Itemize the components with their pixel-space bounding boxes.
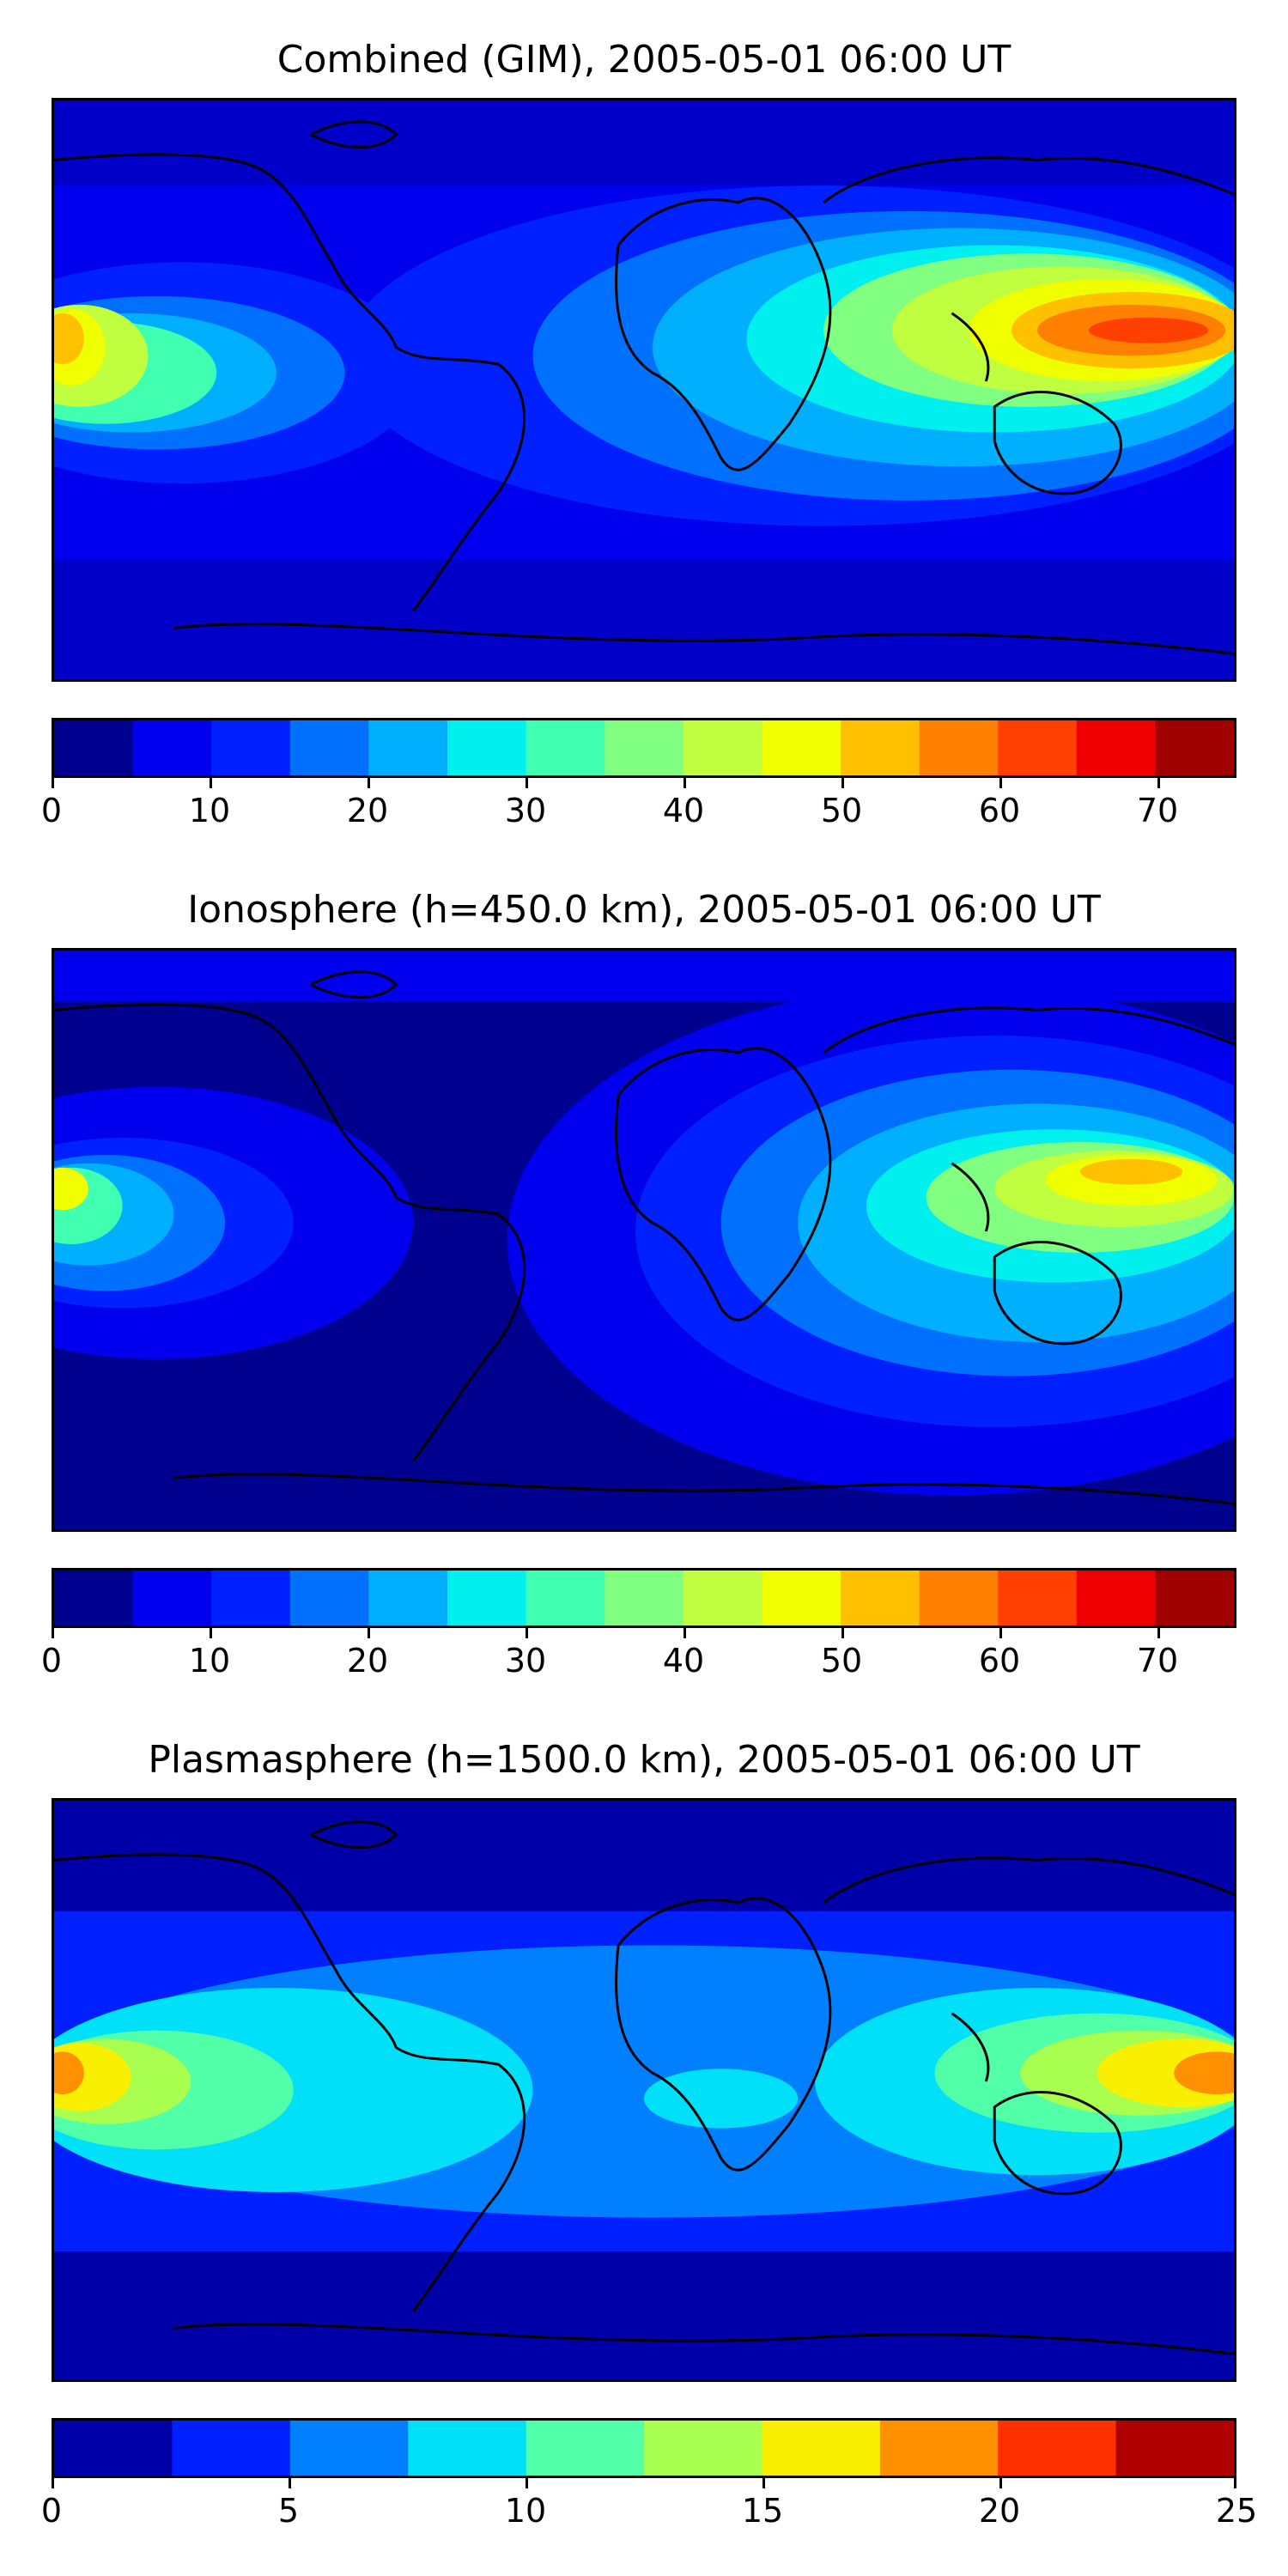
colorbar-tick-mark xyxy=(52,1628,54,1638)
colorbar-tick-mark xyxy=(999,2478,1002,2488)
colorbar-tick-label: 60 xyxy=(978,792,1021,829)
colorbar-swatch xyxy=(289,2421,409,2476)
colorbar-swatch xyxy=(998,2421,1117,2476)
panel-2-colorbar-ticks: 0 10 20 30 40 50 60 70 xyxy=(41,1628,1236,1680)
colorbar-swatch xyxy=(526,720,605,775)
colorbar-swatch xyxy=(132,1571,212,1625)
colorbar-tick-label: 10 xyxy=(188,792,231,829)
colorbar-swatch xyxy=(54,720,134,775)
colorbar-tick-mark xyxy=(368,778,370,788)
colorbar-tick-label: 20 xyxy=(978,2492,1021,2530)
colorbar-swatch xyxy=(683,1571,763,1625)
colorbar-tick-label: 20 xyxy=(346,792,389,829)
colorbar-tick-mark xyxy=(999,778,1002,788)
colorbar-swatch xyxy=(211,720,291,775)
colorbar-tick-mark xyxy=(683,778,686,788)
colorbar-swatch xyxy=(919,1571,999,1625)
colorbar-swatch xyxy=(1076,720,1157,775)
colorbar-swatch xyxy=(683,720,763,775)
colorbar-swatch xyxy=(1155,720,1234,775)
colorbar-tick-mark xyxy=(683,1628,686,1638)
colorbar-tick-mark xyxy=(52,2478,54,2488)
panel-3-colorbar xyxy=(52,2418,1236,2478)
colorbar-tick-mark xyxy=(1234,2478,1236,2488)
colorbar-tick-label: 20 xyxy=(346,1642,389,1680)
colorbar-swatch xyxy=(447,1571,527,1625)
colorbar-swatch xyxy=(841,1571,920,1625)
colorbar-swatch xyxy=(1115,2421,1234,2476)
colorbar-tick-mark xyxy=(762,2478,765,2488)
colorbar-swatch xyxy=(132,720,212,775)
panel-1-colorbar-ticks: 0 10 20 30 40 50 60 70 xyxy=(41,778,1236,829)
colorbar-tick-label: 60 xyxy=(978,1642,1021,1680)
colorbar-tick-mark xyxy=(999,1628,1002,1638)
colorbar-tick-mark xyxy=(210,778,212,788)
colorbar-swatch xyxy=(289,720,370,775)
colorbar-swatch xyxy=(54,2421,173,2476)
colorbar-tick-label: 10 xyxy=(504,2492,547,2530)
colorbar-swatch xyxy=(919,720,999,775)
colorbar-swatch xyxy=(368,720,448,775)
colorbar-swatch xyxy=(526,1571,605,1625)
colorbar-swatch xyxy=(289,1571,370,1625)
colorbar-swatch xyxy=(1076,1571,1157,1625)
colorbar-tick-label: 50 xyxy=(820,792,863,829)
colorbar-tick-mark xyxy=(841,1628,844,1638)
colorbar-tick-mark xyxy=(841,778,844,788)
colorbar-tick-mark xyxy=(368,1628,370,1638)
colorbar-tick-label: 30 xyxy=(504,792,547,829)
colorbar-swatch xyxy=(841,720,920,775)
colorbar-tick-label: 25 xyxy=(1215,2492,1258,2530)
colorbar-swatch xyxy=(368,1571,448,1625)
colorbar-swatch xyxy=(998,720,1078,775)
panel-1-colorbar-swatches xyxy=(54,720,1234,775)
colorbar-swatch xyxy=(211,1571,291,1625)
panel-2-colorbar xyxy=(52,1568,1236,1628)
colorbar-swatch xyxy=(172,2421,291,2476)
colorbar-swatch xyxy=(447,720,527,775)
colorbar-tick-mark xyxy=(526,1628,528,1638)
colorbar-swatch xyxy=(762,1571,841,1625)
panel-2-map xyxy=(52,948,1236,1532)
colorbar-tick-label: 0 xyxy=(40,1642,63,1680)
colorbar-tick-label: 50 xyxy=(820,1642,863,1680)
colorbar-tick-label: 5 xyxy=(277,2492,300,2530)
colorbar-swatch xyxy=(408,2421,527,2476)
colorbar-tick-label: 30 xyxy=(504,1642,547,1680)
colorbar-swatch xyxy=(644,2421,763,2476)
colorbar-swatch xyxy=(605,1571,684,1625)
panel-3-map xyxy=(52,1798,1236,2382)
colorbar-tick-mark xyxy=(526,2478,528,2488)
colorbar-tick-label: 70 xyxy=(1136,792,1179,829)
colorbar-tick-mark xyxy=(1157,1628,1160,1638)
colorbar-swatch xyxy=(998,1571,1078,1625)
colorbar-tick-label: 0 xyxy=(40,792,63,829)
colorbar-tick-label: 70 xyxy=(1136,1642,1179,1680)
colorbar-tick-label: 15 xyxy=(741,2492,784,2530)
colorbar-tick-label: 0 xyxy=(40,2492,63,2530)
colorbar-swatch xyxy=(762,2421,881,2476)
colorbar-swatch xyxy=(879,2421,999,2476)
panel-1-title: Combined (GIM), 2005-05-01 06:00 UT xyxy=(276,38,1012,82)
colorbar-swatch xyxy=(1155,1571,1234,1625)
panel-3-title: Plasmasphere (h=1500.0 km), 2005-05-01 0… xyxy=(148,1738,1140,1782)
colorbar-tick-label: 40 xyxy=(662,1642,705,1680)
panel-2-colorbar-swatches xyxy=(54,1571,1234,1625)
colorbar-tick-mark xyxy=(289,2478,291,2488)
colorbar-swatch xyxy=(605,720,684,775)
colorbar-tick-mark xyxy=(526,778,528,788)
panel-3-colorbar-swatches xyxy=(54,2421,1234,2476)
panel-1-map xyxy=(52,98,1236,682)
colorbar-tick-label: 10 xyxy=(188,1642,231,1680)
colorbar-swatch xyxy=(526,2421,645,2476)
colorbar-swatch xyxy=(762,720,841,775)
colorbar-tick-mark xyxy=(52,778,54,788)
colorbar-tick-label: 40 xyxy=(662,792,705,829)
panel-1-colorbar xyxy=(52,718,1236,778)
panel-3-colorbar-ticks: 0 5 10 15 20 25 xyxy=(41,2478,1257,2530)
colorbar-swatch xyxy=(54,1571,134,1625)
colorbar-tick-mark xyxy=(210,1628,212,1638)
panel-2-title: Ionosphere (h=450.0 km), 2005-05-01 06:0… xyxy=(187,888,1101,932)
colorbar-tick-mark xyxy=(1157,778,1160,788)
